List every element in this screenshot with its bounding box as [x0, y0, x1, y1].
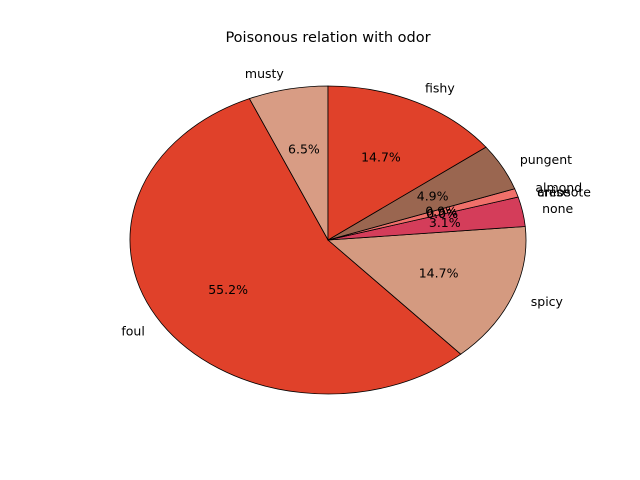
slice-label-almond: almond [535, 180, 582, 195]
slice-percent-anise: 0.0% [426, 206, 458, 221]
pie-slice-spicy [327, 226, 527, 355]
slice-percent-fishy: 14.7% [361, 149, 401, 164]
slice-percent-none: 3.1% [429, 215, 461, 230]
slice-label-none: none [542, 201, 573, 216]
slice-percent-creosote: 0.0% [426, 206, 458, 221]
pie-labels: musty 6.5% foul 55.2% spicy 14.7% none 3.1% creo… [121, 66, 591, 339]
slice-label-creosote: creosote [537, 185, 591, 200]
slice-label-fishy: fishy [425, 80, 455, 95]
slice-percent-musty: 6.5% [288, 142, 320, 157]
pie-slice-foul [129, 98, 462, 395]
slice-percent-almond: 0.9% [425, 204, 457, 219]
slice-label-spicy: spicy [531, 294, 564, 309]
pie-slices [129, 85, 527, 395]
slice-label-foul: foul [121, 324, 144, 339]
slice-label-musty: musty [245, 66, 285, 81]
pie-slice-fishy [327, 85, 487, 241]
chart-title: Poisonous relation with odor [225, 30, 430, 46]
slice-percent-pungent: 4.9% [417, 188, 449, 203]
slice-percent-foul: 55.2% [208, 282, 248, 297]
slice-percent-spicy: 14.7% [419, 266, 459, 281]
slice-label-pungent: pungent [520, 152, 572, 167]
slice-label-anise: anise [537, 185, 571, 200]
